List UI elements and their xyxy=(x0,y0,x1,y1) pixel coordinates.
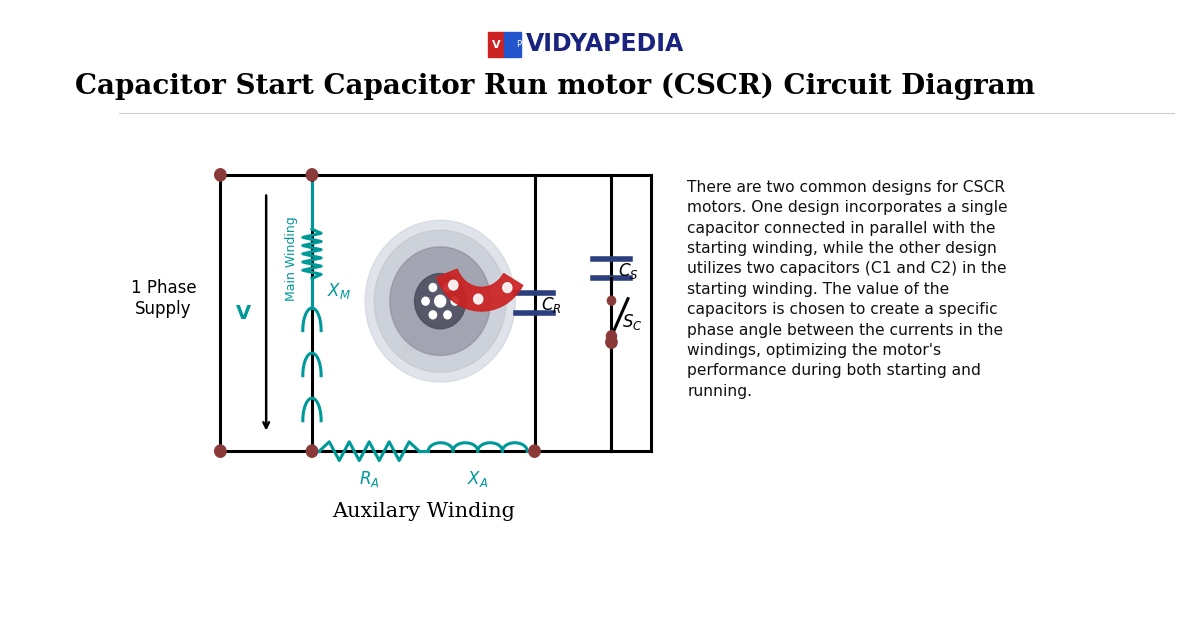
Circle shape xyxy=(606,331,617,342)
Text: $R_A$: $R_A$ xyxy=(359,469,379,489)
Text: $X_M$: $X_M$ xyxy=(326,281,350,301)
Circle shape xyxy=(449,280,458,290)
Circle shape xyxy=(529,445,540,457)
Text: Capacitor Start Capacitor Run motor (CSCR) Circuit Diagram: Capacitor Start Capacitor Run motor (CSC… xyxy=(74,72,1034,100)
Circle shape xyxy=(306,445,318,457)
Text: There are two common designs for CSCR
motors. One design incorporates a single
c: There are two common designs for CSCR mo… xyxy=(688,180,1008,399)
FancyBboxPatch shape xyxy=(504,32,521,57)
Circle shape xyxy=(414,274,466,329)
Text: ▶: ▶ xyxy=(402,259,487,367)
Circle shape xyxy=(430,311,437,319)
Circle shape xyxy=(306,169,318,181)
Circle shape xyxy=(390,247,491,355)
Circle shape xyxy=(606,336,617,349)
Circle shape xyxy=(215,169,226,181)
Wedge shape xyxy=(437,269,523,311)
Text: $C_R$: $C_R$ xyxy=(541,295,562,315)
Text: Auxilary Winding: Auxilary Winding xyxy=(332,502,515,521)
Circle shape xyxy=(607,296,616,305)
Circle shape xyxy=(444,284,451,291)
Circle shape xyxy=(422,297,430,305)
Text: P: P xyxy=(516,40,522,49)
Text: 1 Phase
Supply: 1 Phase Supply xyxy=(131,279,197,318)
Text: $C_S$: $C_S$ xyxy=(618,261,638,281)
Circle shape xyxy=(430,284,437,291)
Text: VIDYAPEDIA: VIDYAPEDIA xyxy=(527,31,684,56)
Circle shape xyxy=(434,295,445,307)
Circle shape xyxy=(444,311,451,319)
FancyBboxPatch shape xyxy=(488,32,504,57)
Circle shape xyxy=(503,283,512,293)
Text: V: V xyxy=(492,40,500,50)
Circle shape xyxy=(451,297,458,305)
Circle shape xyxy=(215,445,226,457)
Circle shape xyxy=(474,294,482,304)
Text: $S_C$: $S_C$ xyxy=(623,312,643,332)
Text: V: V xyxy=(236,303,252,323)
Text: Main Winding: Main Winding xyxy=(286,217,299,301)
Text: $X_A$: $X_A$ xyxy=(467,469,488,489)
Circle shape xyxy=(365,220,515,382)
Circle shape xyxy=(374,230,506,372)
